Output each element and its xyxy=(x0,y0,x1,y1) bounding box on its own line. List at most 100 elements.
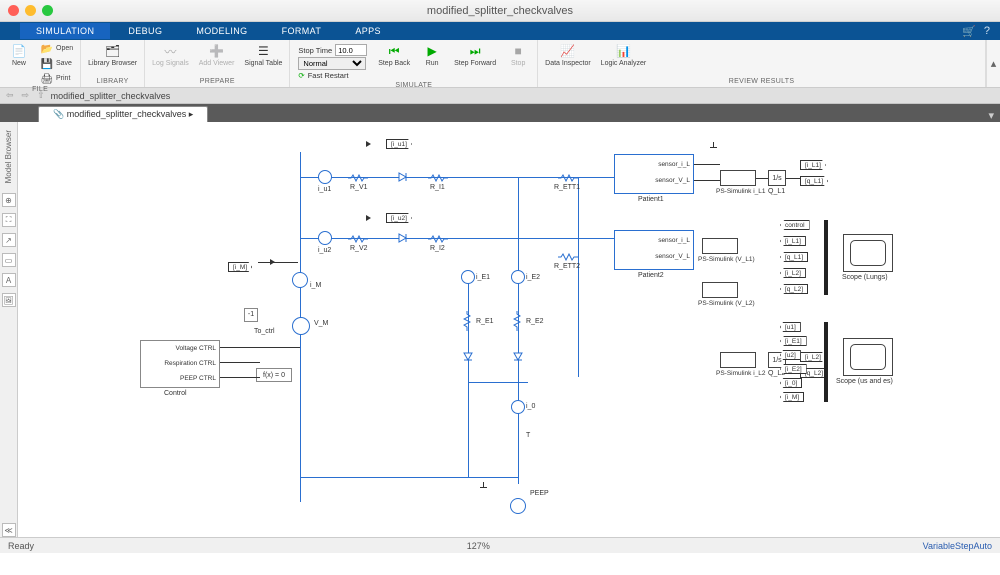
diode-e2[interactable] xyxy=(513,352,523,362)
signal-table-button[interactable]: ☰Signal Table xyxy=(241,42,285,69)
block-ps4[interactable] xyxy=(720,352,756,368)
status-solver[interactable]: VariableStepAuto xyxy=(923,541,992,551)
block-RI2[interactable] xyxy=(428,234,448,242)
block-i0[interactable] xyxy=(511,400,525,414)
badge-icon[interactable]: 🛒 xyxy=(962,25,976,38)
from-qL2b[interactable]: [q_L2] xyxy=(780,284,808,294)
help-icon[interactable]: ? xyxy=(984,25,990,38)
group-label-library: LIBRARY xyxy=(85,78,140,85)
block-ps3[interactable] xyxy=(702,282,738,298)
block-integ1[interactable]: 1/s xyxy=(768,170,786,186)
diode1[interactable] xyxy=(398,172,408,182)
model-browser-rail: Model Browser ⊕ ⛶ ↗ ▭ A 🖼 ≪ xyxy=(0,122,18,537)
block-ps2[interactable] xyxy=(702,238,738,254)
sim-mode-select[interactable]: Normal xyxy=(298,57,366,70)
block-patient1[interactable]: sensor_i_L sensor_V_L xyxy=(614,154,694,194)
library-browser-button[interactable]: 🗂Library Browser xyxy=(85,42,140,69)
scope-lungs[interactable] xyxy=(843,234,893,272)
rail-arrow-icon[interactable]: ↗ xyxy=(2,233,16,247)
stoptime-input[interactable] xyxy=(335,44,367,56)
log-signals-button[interactable]: 〰Log Signals xyxy=(149,42,192,69)
diode2[interactable] xyxy=(398,233,408,243)
add-viewer-button[interactable]: ➕Add Viewer xyxy=(196,42,238,69)
from-u2[interactable]: [u2] xyxy=(780,350,801,360)
goto-iM[interactable]: [i_M] xyxy=(228,262,252,272)
block-RE1[interactable] xyxy=(464,311,472,331)
goto-qL1[interactable]: [q_L1] xyxy=(800,176,828,186)
nav-back-icon[interactable]: ⇦ xyxy=(4,90,16,101)
block-RI1[interactable] xyxy=(428,173,448,181)
ribbon-tab-format[interactable]: FORMAT xyxy=(266,23,338,39)
diagram-canvas[interactable]: Voltage CTRL Respiration CTRL PEEP CTRL … xyxy=(18,122,1000,537)
rail-box-icon[interactable]: ▭ xyxy=(2,253,16,267)
tab-dropdown-icon[interactable]: ▾ xyxy=(982,109,1000,122)
block-ps1[interactable] xyxy=(720,170,756,186)
from-iL2b[interactable]: [i_L2] xyxy=(780,268,806,278)
rail-fit-icon[interactable]: ⛶ xyxy=(2,213,16,227)
from-control[interactable]: control xyxy=(780,220,810,230)
ground2-icon xyxy=(708,142,718,152)
label-control: Control xyxy=(164,390,187,397)
block-RETT1[interactable] xyxy=(558,173,578,181)
block-RETT2[interactable] xyxy=(558,252,578,260)
block-iu1[interactable] xyxy=(318,170,332,184)
scope-us-es[interactable] xyxy=(843,338,893,376)
block-RV1[interactable] xyxy=(348,173,368,181)
mux1[interactable] xyxy=(824,220,828,295)
goto-iL2[interactable]: [i_L2] xyxy=(800,352,826,362)
goto-iL1[interactable]: [i_L1] xyxy=(800,160,826,170)
new-button[interactable]: 📄New xyxy=(4,42,34,69)
ribbon-tab-simulation[interactable]: SIMULATION xyxy=(20,23,110,39)
breadcrumb-model[interactable]: modified_splitter_checkvalves xyxy=(51,91,171,101)
from-iE2[interactable]: [i_E2] xyxy=(780,364,807,374)
collapse-toolstrip-icon[interactable]: ▴ xyxy=(991,57,997,70)
rail-zoom-icon[interactable]: ⊕ xyxy=(2,193,16,207)
rail-image-icon[interactable]: 🖼 xyxy=(2,293,16,307)
from-qL1b[interactable]: [q_L1] xyxy=(780,252,808,262)
group-label-simulate: SIMULATE xyxy=(294,82,533,89)
block-RE2[interactable] xyxy=(514,311,522,331)
print-button[interactable]: 🖨Print xyxy=(38,72,76,86)
logic-analyzer-button[interactable]: 📊Logic Analyzer xyxy=(598,42,650,69)
model-tab[interactable]: 📎 modified_splitter_checkvalves ▸ xyxy=(38,106,208,122)
data-inspector-button[interactable]: 📈Data Inspector xyxy=(542,42,594,69)
step-forward-button[interactable]: ⏭Step Forward xyxy=(451,42,499,69)
diode-e1[interactable] xyxy=(463,352,473,362)
fast-restart-button[interactable]: Fast Restart xyxy=(308,71,349,80)
block-control[interactable]: Voltage CTRL Respiration CTRL PEEP CTRL xyxy=(140,340,220,388)
goto-iu2[interactable]: [i_u2] xyxy=(386,213,412,223)
block-VM[interactable] xyxy=(292,317,310,335)
ribbon-tab-modeling[interactable]: MODELING xyxy=(180,23,263,39)
block-RV2[interactable] xyxy=(348,234,368,242)
save-button[interactable]: 💾Save xyxy=(38,57,76,71)
block-peep[interactable] xyxy=(510,498,526,514)
from-u1[interactable]: [u1] xyxy=(780,322,801,332)
from-iE1[interactable]: [i_E1] xyxy=(780,336,807,346)
ribbon-tab-debug[interactable]: DEBUG xyxy=(112,23,178,39)
block-const[interactable]: -1 xyxy=(244,308,258,322)
rail-text-icon[interactable]: A xyxy=(2,273,16,287)
block-iE2[interactable] xyxy=(511,270,525,284)
stop-button[interactable]: ■Stop xyxy=(503,42,533,69)
breadcrumb-bar: ⇦ ⇨ ⇧ modified_splitter_checkvalves xyxy=(0,88,1000,104)
model-browser-label[interactable]: Model Browser xyxy=(4,130,13,183)
from-iL1b[interactable]: [i_L1] xyxy=(780,236,806,246)
nav-fwd-icon[interactable]: ⇨ xyxy=(20,90,32,101)
ribbon-tab-apps[interactable]: APPS xyxy=(339,23,397,39)
run-button[interactable]: ▶Run xyxy=(417,42,447,69)
rail-info-icon[interactable]: ≪ xyxy=(2,523,16,537)
step-back-button[interactable]: ⏮Step Back xyxy=(375,42,413,69)
status-zoom[interactable]: 127% xyxy=(34,541,923,551)
block-iE1[interactable] xyxy=(461,270,475,284)
open-button[interactable]: 📂Open xyxy=(38,42,76,56)
goto-iu1[interactable]: [i_u1] xyxy=(386,139,412,149)
from-iMb[interactable]: [i_M] xyxy=(780,392,804,402)
block-fcn[interactable]: f(x) = 0 xyxy=(256,368,292,382)
from-i0[interactable]: [i_0] xyxy=(780,378,802,388)
block-iM[interactable] xyxy=(292,272,308,288)
mux2[interactable] xyxy=(824,322,828,402)
ground-icon xyxy=(478,482,488,492)
block-iu2[interactable] xyxy=(318,231,332,245)
nav-up-icon[interactable]: ⇧ xyxy=(35,90,47,101)
block-patient2[interactable]: sensor_i_L sensor_V_L xyxy=(614,230,694,270)
